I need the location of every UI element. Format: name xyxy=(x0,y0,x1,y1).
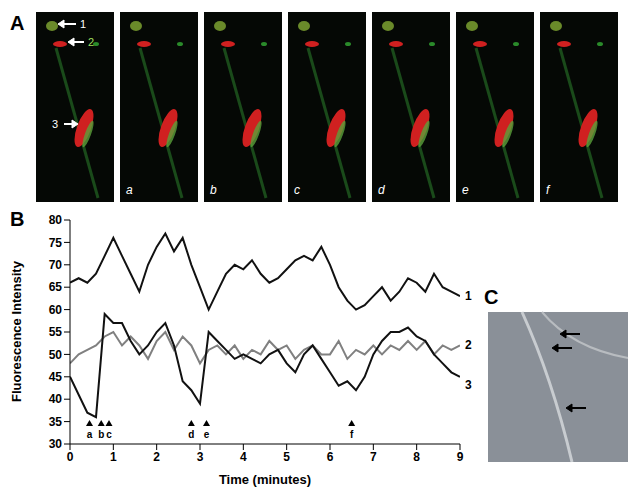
svg-text:45: 45 xyxy=(49,370,63,384)
svg-text:8: 8 xyxy=(413,450,420,464)
html-text:B: B xyxy=(10,208,25,230)
svg-text:70: 70 xyxy=(49,258,63,272)
svg-text:5: 5 xyxy=(283,450,290,464)
svg-text:80: 80 xyxy=(49,213,63,227)
svg-text:35: 35 xyxy=(49,415,63,429)
svg-text:0: 0 xyxy=(67,450,74,464)
svg-text:1: 1 xyxy=(110,450,117,464)
svg-text:2: 2 xyxy=(153,450,160,464)
svg-text:d: d xyxy=(378,183,385,197)
svg-text:40: 40 xyxy=(49,392,63,406)
svg-text:50: 50 xyxy=(49,348,63,362)
svg-text:3: 3 xyxy=(197,450,204,464)
svg-text:e: e xyxy=(204,429,210,440)
svg-text:7: 7 xyxy=(370,450,377,464)
svg-text:65: 65 xyxy=(49,280,63,294)
svg-text:Fluorescence Intensity: Fluorescence Intensity xyxy=(9,260,24,402)
svg-text:C: C xyxy=(484,286,498,308)
svg-text:3: 3 xyxy=(52,118,58,130)
svg-text:f: f xyxy=(350,429,354,440)
svg-text:a: a xyxy=(126,183,133,197)
svg-text:e: e xyxy=(462,183,469,197)
svg-text:4: 4 xyxy=(240,450,247,464)
svg-text:55: 55 xyxy=(49,325,63,339)
svg-text:60: 60 xyxy=(49,303,63,317)
svg-text:a: a xyxy=(87,429,93,440)
svg-text:A: A xyxy=(10,12,24,34)
svg-text:Time (minutes): Time (minutes) xyxy=(219,472,311,487)
svg-text:30: 30 xyxy=(49,437,63,451)
svg-text:c: c xyxy=(106,429,112,440)
svg-text:2: 2 xyxy=(465,338,472,352)
svg-text:d: d xyxy=(188,429,194,440)
svg-text:3: 3 xyxy=(465,378,472,392)
svg-text:1: 1 xyxy=(80,18,86,30)
svg-text:f: f xyxy=(546,183,551,197)
svg-text:b: b xyxy=(210,183,217,197)
svg-text:c: c xyxy=(294,183,300,197)
svg-text:75: 75 xyxy=(49,236,63,250)
svg-text:b: b xyxy=(98,429,104,440)
svg-text:6: 6 xyxy=(327,450,334,464)
svg-text:1: 1 xyxy=(465,289,472,303)
svg-text:2: 2 xyxy=(88,36,94,48)
svg-text:9: 9 xyxy=(457,450,464,464)
